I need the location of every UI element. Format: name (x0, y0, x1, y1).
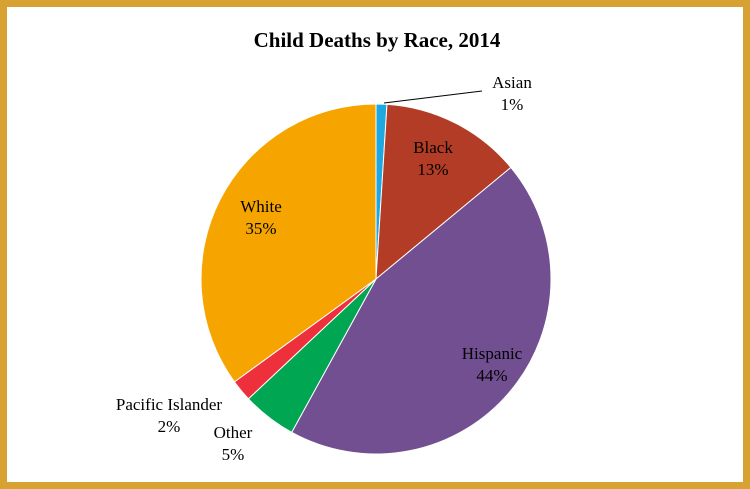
pie-chart: Child Deaths by Race, 2014 Asian 1% Black 1… (116, 28, 552, 464)
slice-name-hispanic: Hispanic (462, 344, 523, 363)
slice-label-pacific-islander: Pacific Islander 2% (116, 395, 223, 436)
slice-value-black: 13% (417, 160, 448, 179)
slice-value-asian: 1% (501, 95, 524, 114)
slice-value-pacific-islander: 2% (158, 417, 181, 436)
slice-name-white: White (240, 197, 282, 216)
slice-name-pacific-islander: Pacific Islander (116, 395, 223, 414)
slice-name-asian: Asian (492, 73, 532, 92)
slice-value-hispanic: 44% (476, 366, 507, 385)
slice-label-asian: Asian 1% (492, 73, 532, 114)
slice-label-white: White 35% (240, 197, 282, 238)
slice-label-black: Black 13% (413, 138, 453, 179)
leader-lines (383, 90, 483, 104)
pie-slice-black (375, 103, 512, 281)
chart-title: Child Deaths by Race, 2014 (254, 28, 501, 52)
chart-area: Child Deaths by Race, 2014 Asian 1% Black 1… (7, 7, 743, 482)
slice-name-other: Other (214, 423, 253, 442)
leader-line-asian (383, 90, 483, 104)
slice-label-other: Other 5% (214, 423, 253, 464)
slice-value-other: 5% (222, 445, 245, 464)
pie-slice-hispanic (291, 166, 552, 455)
slice-name-black: Black (413, 138, 453, 157)
slice-label-hispanic: Hispanic 44% (462, 344, 523, 385)
pie-slices (200, 103, 552, 455)
slice-value-white: 35% (245, 219, 276, 238)
slice-labels: Asian 1% Black 13% Hispanic 44% Other 5% Pacific… (116, 73, 532, 464)
pie-slice-white (200, 103, 377, 383)
